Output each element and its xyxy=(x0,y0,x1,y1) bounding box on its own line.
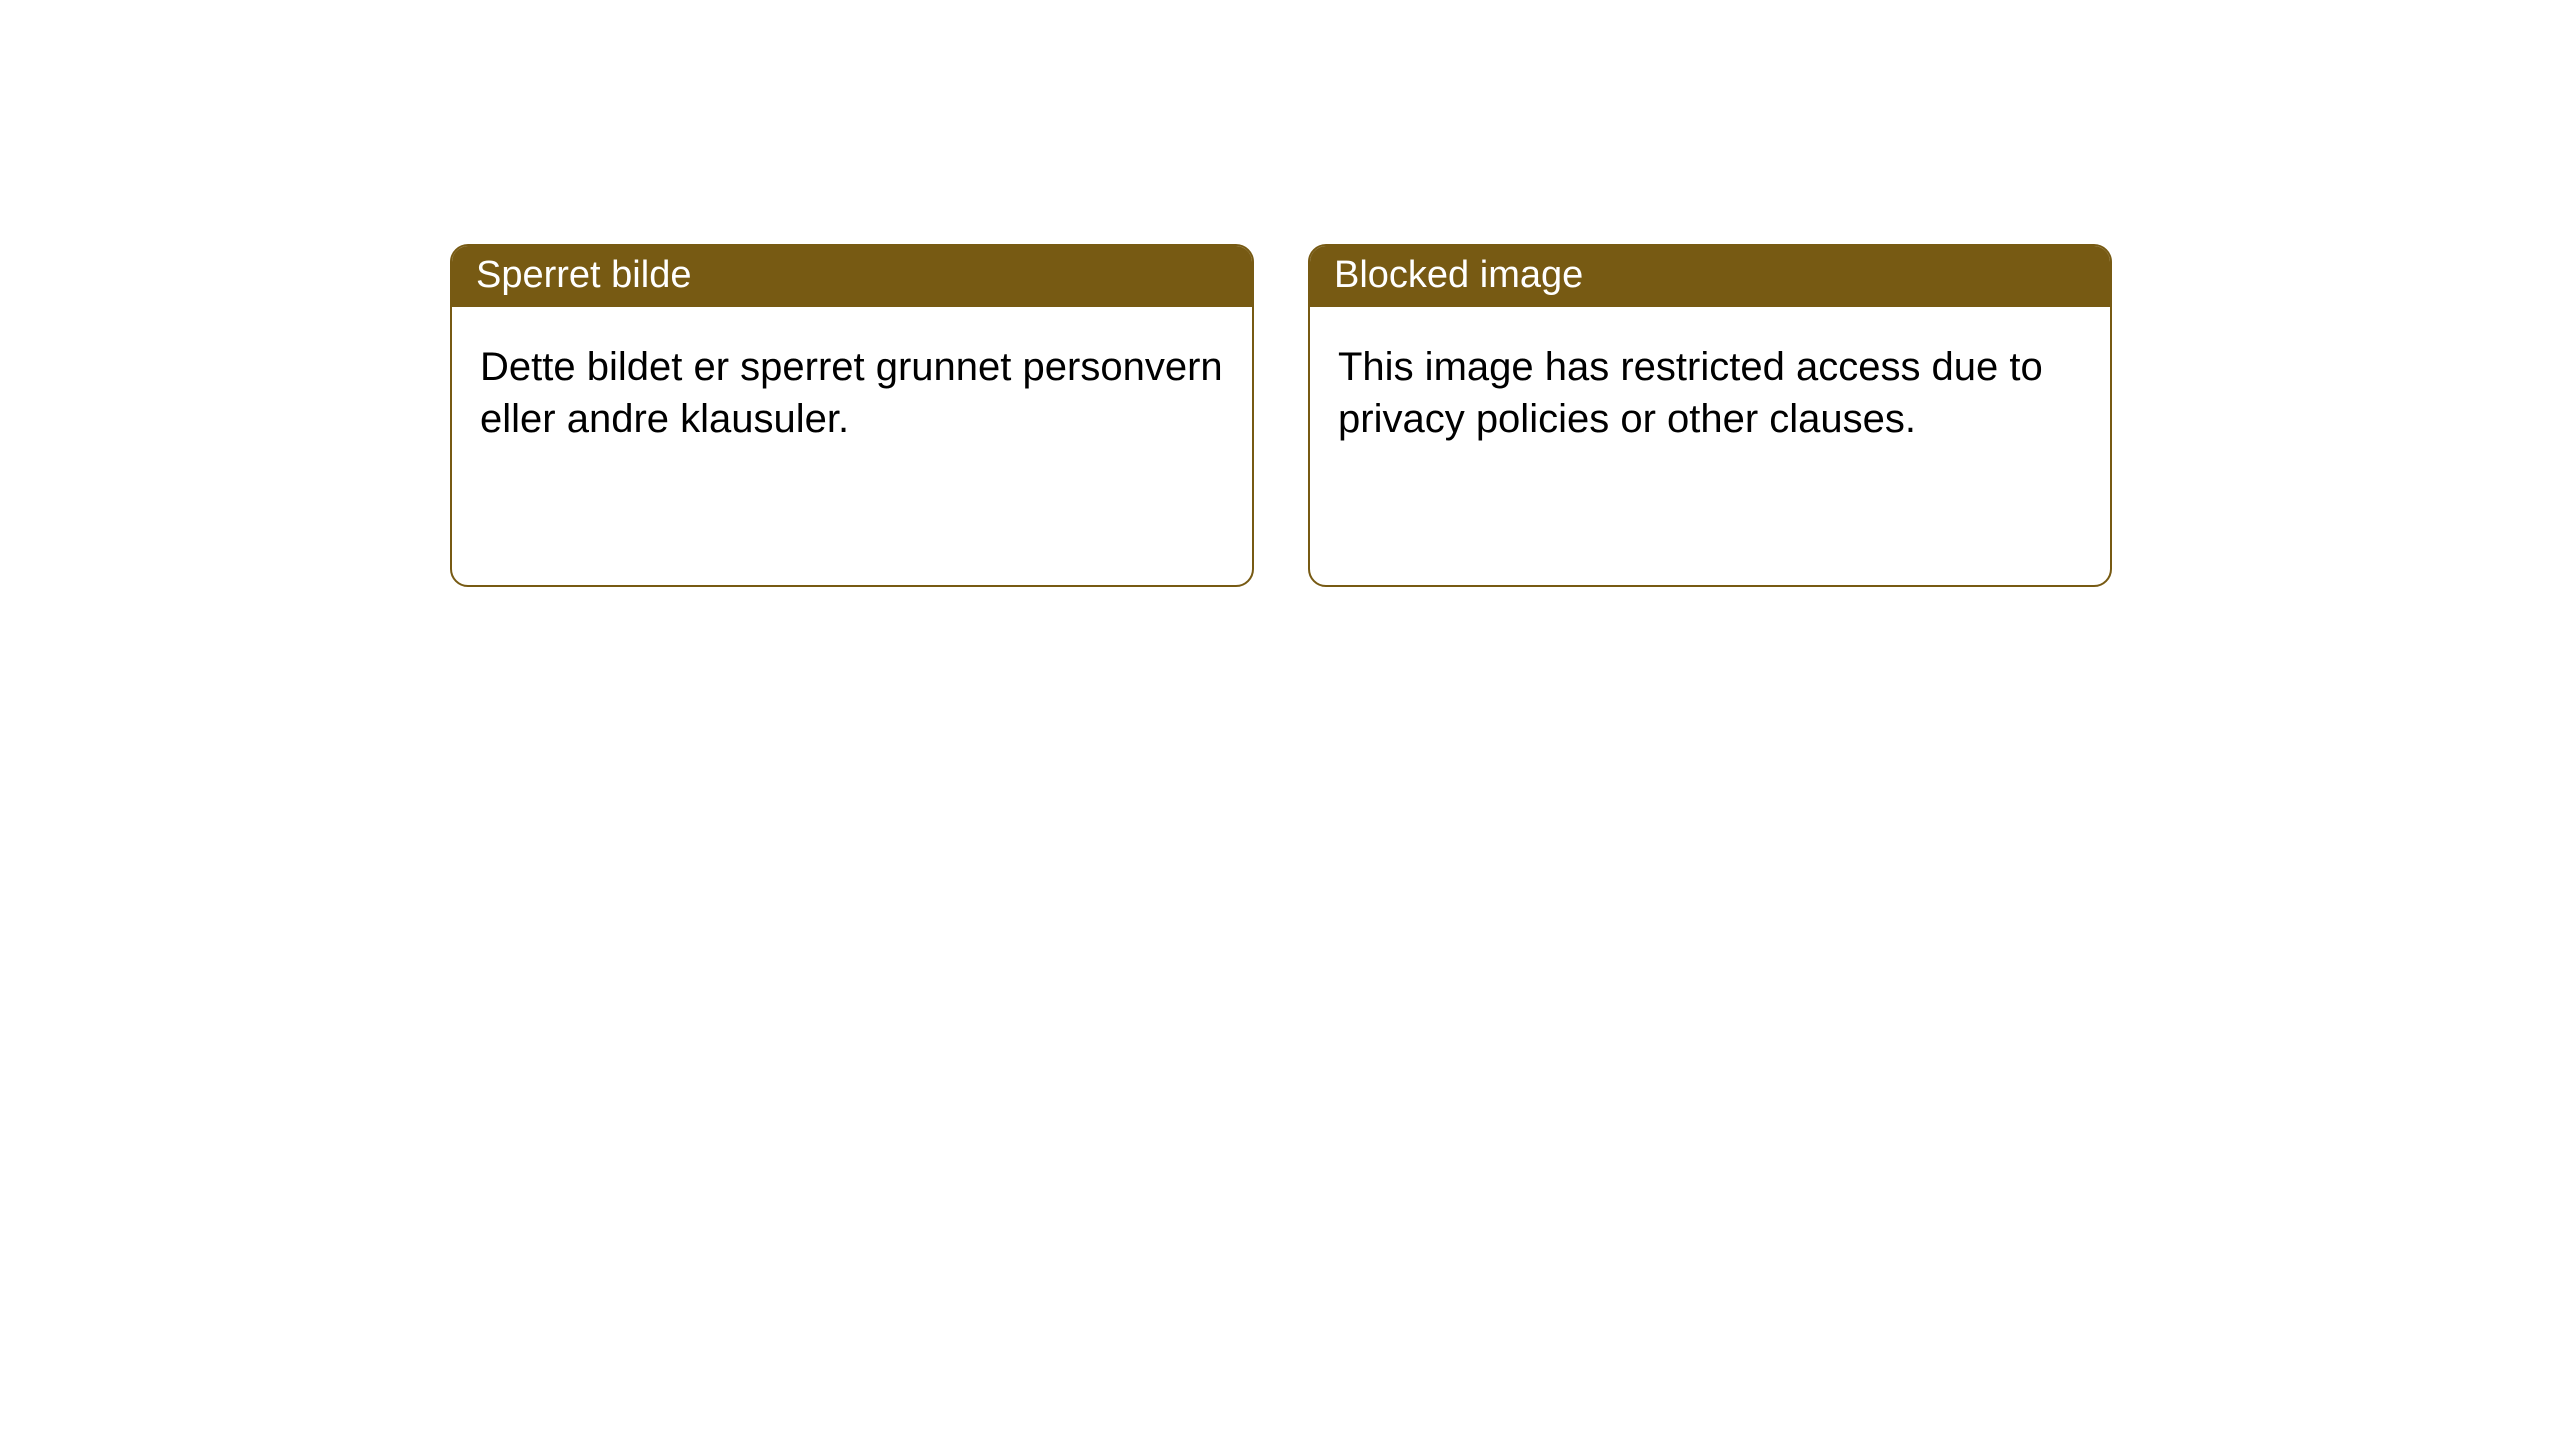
card-header: Sperret bilde xyxy=(452,246,1252,307)
card-header: Blocked image xyxy=(1310,246,2110,307)
card-body-text: This image has restricted access due to … xyxy=(1338,345,2043,441)
card-body: Dette bildet er sperret grunnet personve… xyxy=(452,307,1252,585)
notice-card-english: Blocked image This image has restricted … xyxy=(1308,244,2112,587)
card-title: Sperret bilde xyxy=(476,254,691,296)
notice-card-norwegian: Sperret bilde Dette bildet er sperret gr… xyxy=(450,244,1254,587)
notice-container: Sperret bilde Dette bildet er sperret gr… xyxy=(450,244,2112,587)
card-body-text: Dette bildet er sperret grunnet personve… xyxy=(480,345,1223,441)
card-title: Blocked image xyxy=(1334,254,1583,296)
card-body: This image has restricted access due to … xyxy=(1310,307,2110,585)
